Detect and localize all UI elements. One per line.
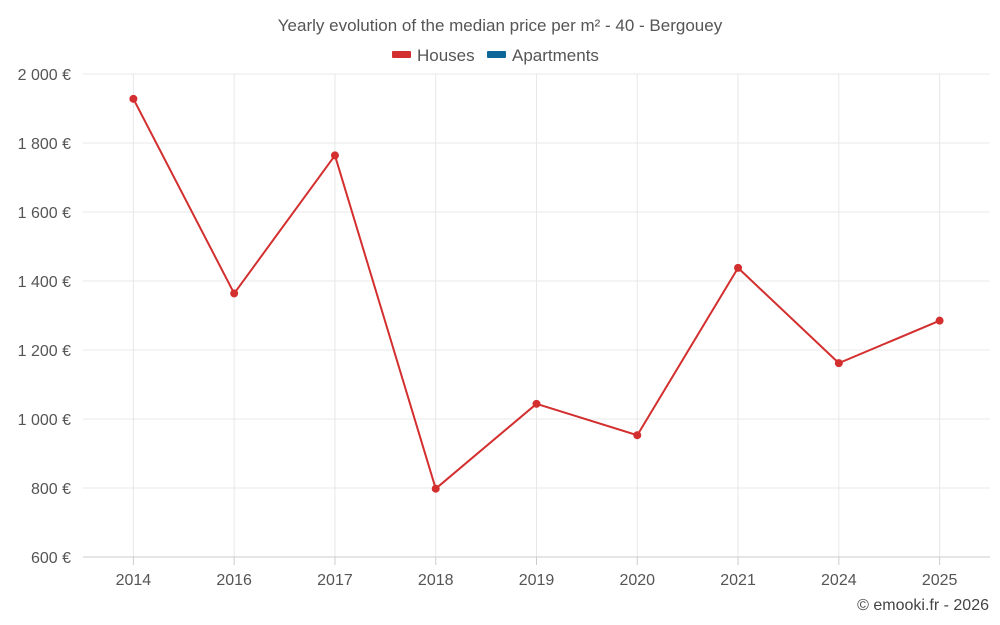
data-point[interactable] <box>834 359 843 368</box>
x-tick-label: 2018 <box>418 572 454 589</box>
data-point[interactable] <box>734 263 743 272</box>
y-tick-label: 600 € <box>31 550 71 567</box>
x-tick-label: 2017 <box>317 572 353 589</box>
series-group <box>129 94 944 493</box>
data-point[interactable] <box>129 94 138 103</box>
x-tick-label: 2020 <box>619 572 655 589</box>
legend: Houses Apartments <box>392 46 599 65</box>
x-tick-label: 2016 <box>216 572 252 589</box>
x-axis: 2014 2016 2017 2018 2019 2020 2021 2024 2025 <box>116 557 958 589</box>
data-point[interactable] <box>431 484 440 493</box>
y-tick-label: 2 000 € <box>18 67 71 84</box>
y-tick-label: 1 200 € <box>18 343 71 360</box>
y-tick-label: 1 600 € <box>18 205 71 222</box>
data-point[interactable] <box>633 431 642 440</box>
legend-swatch <box>392 51 411 58</box>
legend-swatch <box>487 51 506 58</box>
y-tick-label: 800 € <box>31 481 71 498</box>
x-tick-label: 2021 <box>720 572 756 589</box>
y-tick-label: 1 000 € <box>18 412 71 429</box>
data-point[interactable] <box>230 289 239 298</box>
y-tick-label: 1 800 € <box>18 136 71 153</box>
grid <box>83 73 990 558</box>
legend-item-houses[interactable]: Houses <box>392 46 475 65</box>
y-axis: 600 € 800 € 1 000 € 1 200 € 1 400 € 1 600 € 1 … <box>18 67 71 567</box>
x-tick-label: 2025 <box>922 572 958 589</box>
legend-label: Apartments <box>512 46 599 65</box>
data-point[interactable] <box>330 151 339 160</box>
chart-title: Yearly evolution of the median price per… <box>278 16 723 35</box>
x-tick-label: 2024 <box>821 572 857 589</box>
data-point[interactable] <box>935 316 944 325</box>
x-tick-label: 2014 <box>116 572 152 589</box>
y-tick-label: 1 400 € <box>18 274 71 291</box>
legend-item-apartments[interactable]: Apartments <box>487 46 599 65</box>
legend-label: Houses <box>417 46 475 65</box>
data-point[interactable] <box>532 399 541 408</box>
x-tick-label: 2019 <box>519 572 555 589</box>
credit-text: © emooki.fr - 2026 <box>857 597 989 614</box>
